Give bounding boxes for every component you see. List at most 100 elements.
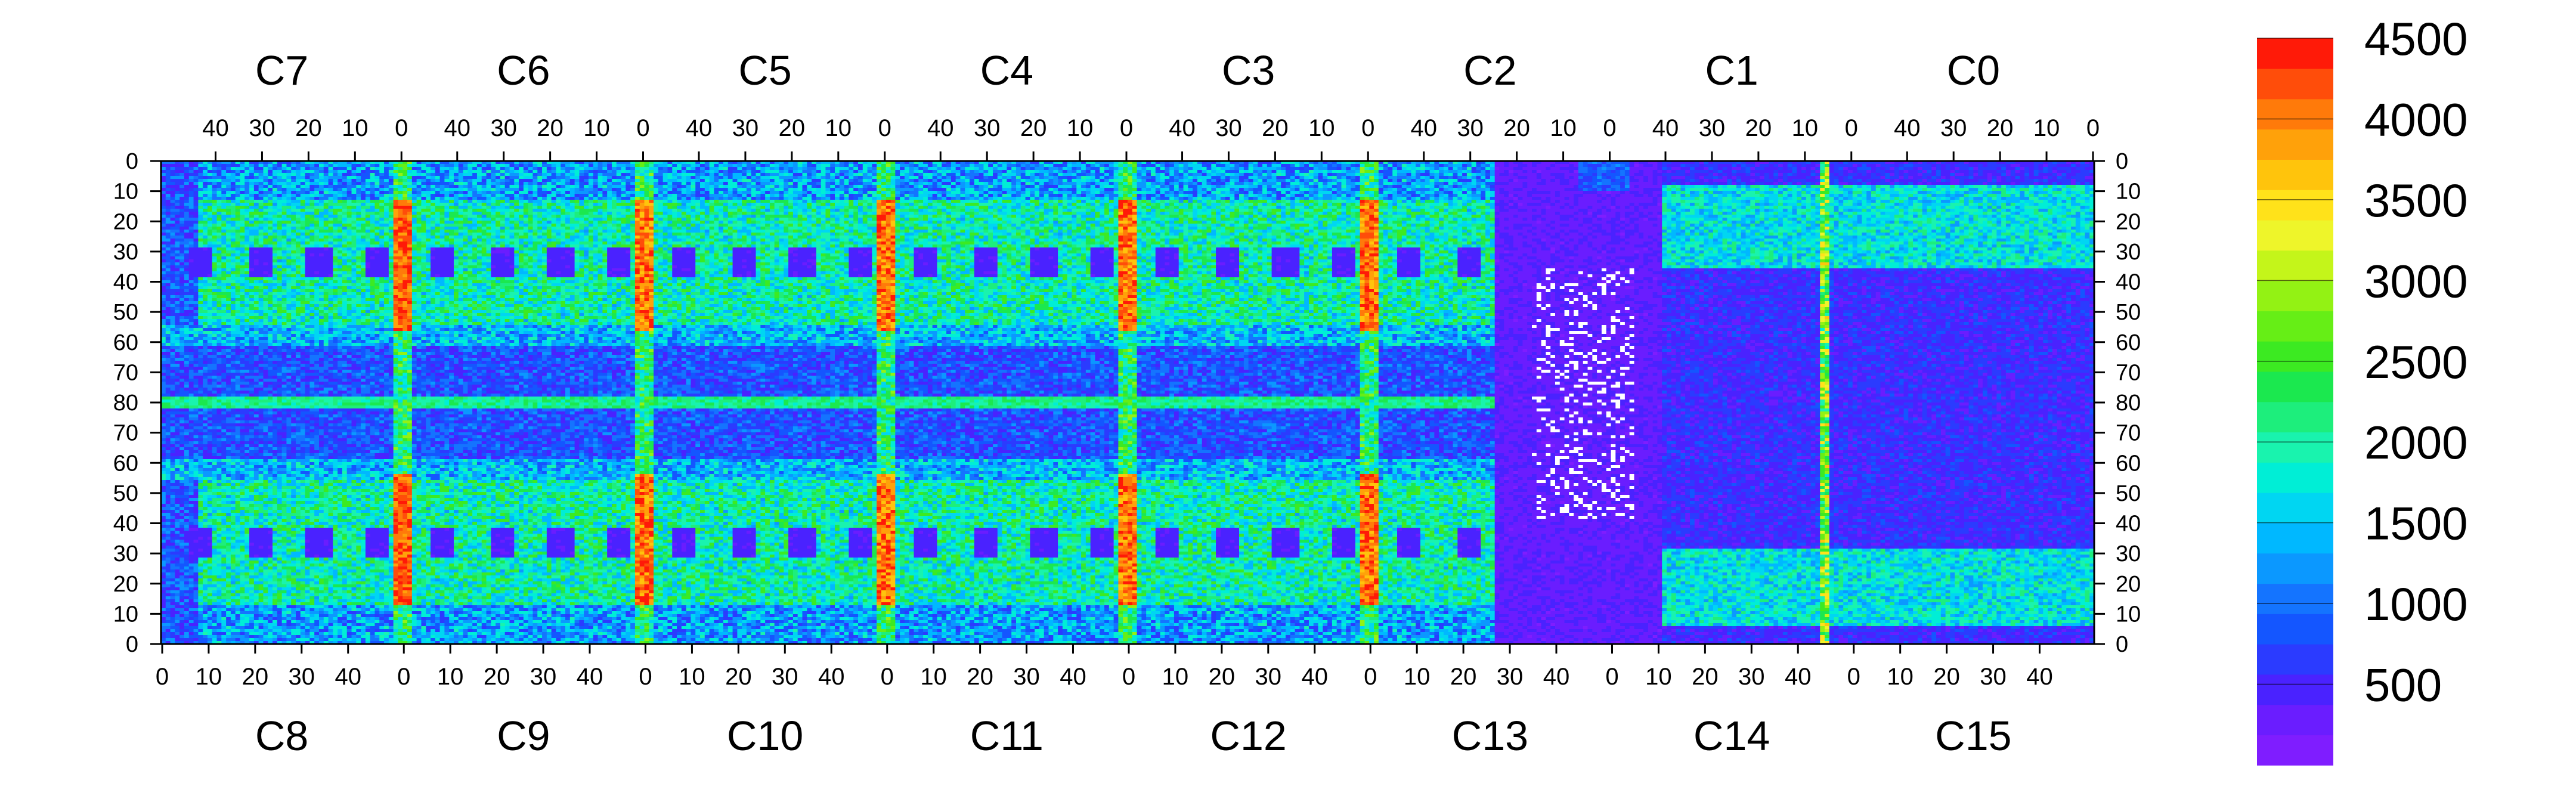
heatmap-cell	[402, 173, 407, 177]
heatmap-cell	[2080, 170, 2090, 174]
heatmap-cell	[900, 185, 905, 188]
heatmap-cell	[1973, 176, 1987, 179]
heatmap-cell	[686, 167, 691, 171]
heatmap-cell	[1355, 167, 1360, 171]
heatmap-cell	[1364, 170, 1374, 174]
heatmap-cell	[1174, 185, 1179, 188]
heatmap-cell	[1234, 173, 1239, 177]
heatmap-cell	[1630, 185, 1634, 188]
heatmap-cell	[537, 176, 542, 179]
heatmap-cell	[305, 188, 310, 191]
heatmap-cell	[1165, 167, 1169, 171]
heatmap-cell	[983, 173, 988, 177]
heatmap-cell	[244, 173, 249, 177]
heatmap-cell	[459, 170, 463, 174]
heatmap-cell	[1881, 164, 1895, 168]
heatmap-cell	[1625, 191, 1630, 194]
heatmap-cell	[1332, 182, 1337, 185]
heatmap-cell	[1188, 173, 1193, 177]
heatmap-cell	[723, 194, 728, 197]
heatmap-cell	[1016, 176, 1021, 179]
heatmap-cell	[1788, 176, 1807, 179]
heatmap-cell	[547, 167, 552, 171]
heatmap-cell	[1760, 191, 1764, 194]
heatmap-cell	[672, 173, 677, 177]
heatmap-cell	[575, 179, 580, 182]
heatmap-cell	[1095, 185, 1100, 188]
heatmap-cell	[528, 182, 533, 185]
heatmap-cell	[259, 191, 264, 194]
heatmap-cell	[324, 170, 329, 174]
heatmap-cell	[1053, 191, 1058, 194]
heatmap-cell	[1002, 170, 1007, 174]
heatmap-cell	[579, 182, 584, 185]
heatmap-cell	[1955, 191, 1959, 194]
heatmap-cell	[658, 194, 663, 197]
heatmap-cell	[1072, 191, 1076, 194]
heatmap-cell	[667, 170, 672, 174]
heatmap-cell	[719, 173, 723, 177]
heatmap-cell	[579, 167, 584, 171]
heatmap-cell	[263, 185, 268, 188]
heatmap-cell	[695, 164, 700, 168]
heatmap-cell	[1769, 173, 1773, 177]
heatmap-cell	[259, 188, 264, 191]
heatmap-cell	[1407, 188, 1411, 191]
heatmap-cell	[1857, 185, 1862, 188]
heatmap-cell	[1411, 167, 1416, 171]
heatmap-cell	[1815, 167, 1820, 171]
heatmap-cell	[1643, 173, 1653, 177]
heatmap-cell	[1643, 164, 1653, 168]
heatmap-cell	[1513, 167, 1523, 171]
heatmap-cell	[1727, 176, 1732, 179]
heatmap-cell	[844, 185, 849, 188]
heatmap-cell	[1820, 176, 1825, 179]
heatmap-cell	[324, 188, 329, 191]
heatmap-cell	[751, 170, 756, 174]
heatmap-cell	[1741, 179, 1751, 182]
heatmap-cell	[905, 176, 909, 179]
heatmap-cell	[1249, 170, 1253, 174]
heatmap-cell	[1773, 191, 1778, 194]
heatmap-cell	[1620, 182, 1625, 185]
heatmap-cell	[1955, 167, 1959, 171]
heatmap-cell	[1611, 188, 1616, 191]
heatmap-cell	[1927, 182, 1931, 185]
heatmap-cell	[905, 182, 909, 185]
heatmap-cell	[1053, 170, 1058, 174]
heatmap-cell	[1862, 188, 1871, 191]
heatmap-cell	[166, 170, 171, 174]
heatmap-cell	[459, 176, 463, 179]
heatmap-cell	[1081, 191, 1086, 194]
heatmap-cell	[2043, 167, 2048, 171]
heatmap-cell	[1885, 167, 1890, 171]
heatmap-cell	[524, 188, 528, 191]
heatmap-cell	[714, 170, 719, 174]
heatmap-cell	[630, 188, 635, 191]
heatmap-cell	[374, 176, 379, 179]
heatmap-cell	[1764, 185, 1769, 188]
heatmap-cell	[812, 194, 816, 197]
heatmap-cell	[979, 179, 993, 182]
heatmap-cell	[1541, 173, 1551, 177]
heatmap-cell	[547, 185, 556, 188]
heatmap-cell	[798, 182, 803, 185]
heatmap-cell	[1699, 164, 1704, 168]
heatmap-cell	[1234, 179, 1239, 182]
heatmap-cell	[1374, 179, 1379, 182]
heatmap-cell	[905, 191, 909, 194]
heatmap-cell	[426, 179, 431, 182]
heatmap-cell	[454, 179, 459, 182]
heatmap-cell	[412, 188, 417, 191]
heatmap-cell	[775, 182, 779, 185]
heatmap-cell	[319, 173, 324, 177]
heatmap-cell	[1141, 164, 1146, 168]
heatmap-cell	[1360, 188, 1370, 191]
heatmap-cell	[1016, 182, 1021, 185]
heatmap-cell	[175, 182, 184, 185]
heatmap-cell	[998, 164, 1002, 168]
heatmap-cell	[1620, 191, 1625, 194]
heatmap-cell	[779, 179, 784, 182]
heatmap-cell	[366, 167, 370, 171]
heatmap-cell	[333, 179, 338, 182]
